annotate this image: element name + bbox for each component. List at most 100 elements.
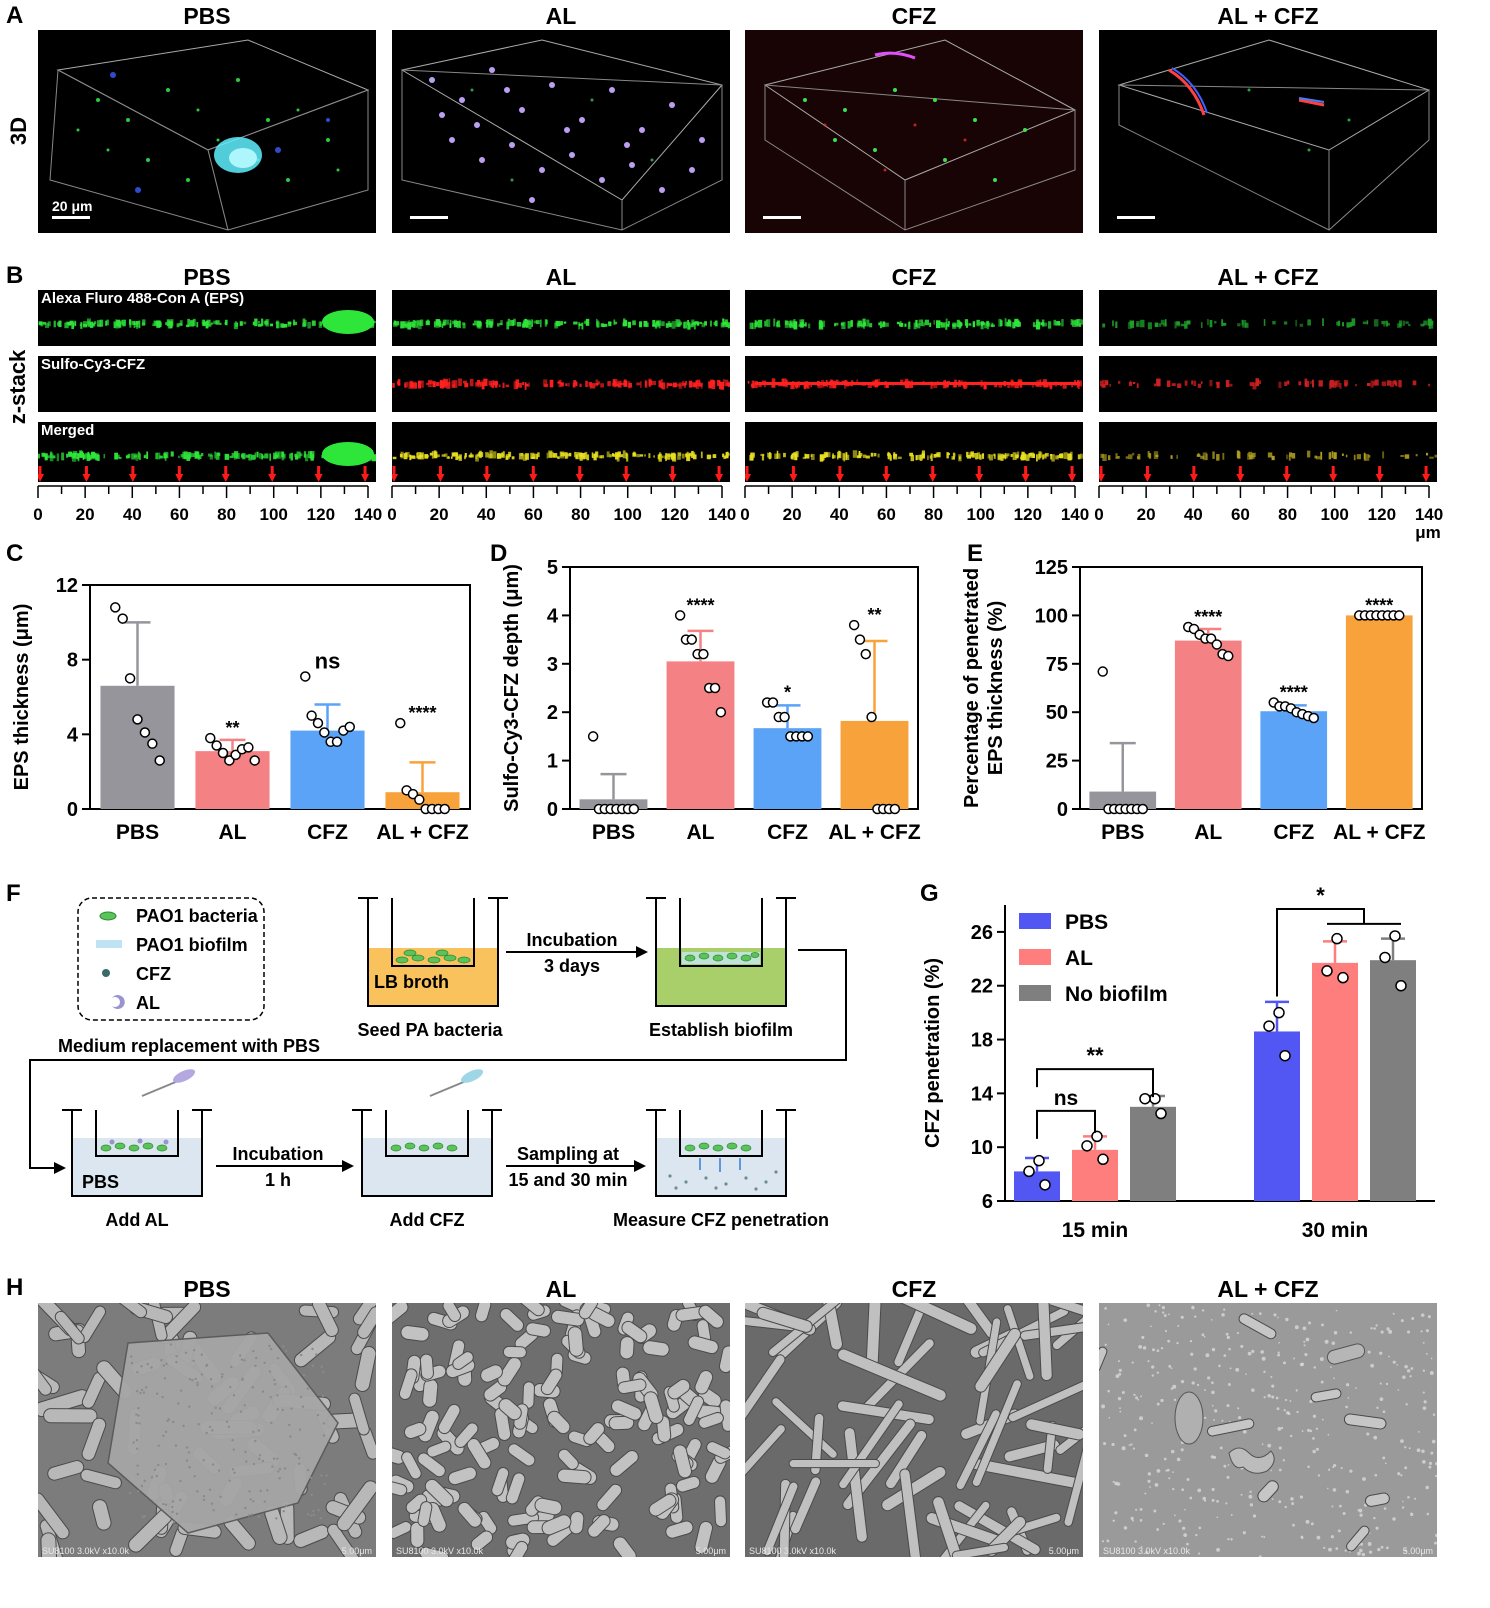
- bar: [579, 799, 648, 809]
- x-tick-label: PBS: [116, 821, 159, 844]
- sem-caption: SU8100 3.0kV x10.0k: [396, 1546, 484, 1556]
- significance-label: *: [784, 683, 791, 703]
- data-point: [1308, 712, 1320, 724]
- data-point: [686, 634, 698, 645]
- data-point: [767, 697, 779, 708]
- data-point: [331, 736, 343, 748]
- data-point: [1394, 610, 1405, 621]
- well-seed: LB broth: [358, 897, 508, 1007]
- data-point: [1331, 932, 1343, 945]
- ruler-tick-label: 80: [571, 505, 590, 524]
- y-axis-label: EPS thickness (μm): [11, 604, 33, 791]
- bar: [753, 728, 822, 809]
- ruler-tick-label: 100: [1321, 505, 1349, 524]
- chart-e: 0 25 50 75 100 125 PBS **** AL **** CFZ **** AL + CF…: [961, 560, 1426, 844]
- panel-h-title-pbs: PBS: [183, 1276, 231, 1302]
- ruler-tick-label: 140: [354, 505, 382, 524]
- data-point: [439, 803, 450, 815]
- data-point: [395, 717, 406, 729]
- y-tick-label: 14: [971, 1083, 994, 1105]
- zstack-cfz-pbs: Sulfo-Cy3-CFZ: [38, 356, 376, 412]
- ruler-tick-label: 20: [430, 505, 449, 524]
- data-point: [407, 788, 419, 800]
- legend-label: AL: [1065, 947, 1093, 970]
- data-point: [1263, 1020, 1275, 1032]
- legend-swatch: [1019, 985, 1051, 1001]
- y-axis-label: CFZ penetration (%): [922, 958, 944, 1148]
- data-point: [1321, 965, 1333, 977]
- data-point: [1379, 951, 1391, 964]
- panel-f-schematic: PAO1 bacteria PAO1 biofilm CFZ AL LB bro…: [29, 897, 847, 1230]
- data-point: [154, 755, 165, 766]
- y-tick-label: 4: [547, 605, 559, 627]
- ruler-tick-label: 120: [1014, 505, 1042, 524]
- panel-a-title-al: AL: [545, 3, 577, 29]
- data-point: [319, 727, 330, 738]
- bar: [1072, 1149, 1118, 1201]
- bar: [666, 661, 735, 809]
- y-tick-label: 0: [67, 799, 78, 821]
- bar: [1130, 1106, 1176, 1201]
- channel-label-cfz: Sulfo-Cy3-CFZ: [41, 356, 146, 373]
- bar: [1014, 1171, 1060, 1201]
- data-point: [889, 803, 901, 815]
- data-point: [1139, 1092, 1151, 1105]
- sem-image-pbs: SU8100 3.0kV x10.0k 5.00μm: [38, 1303, 376, 1557]
- y-tick-label: 6: [982, 1191, 993, 1213]
- bar: [100, 685, 175, 809]
- legend-biofilm: PAO1 biofilm: [136, 935, 248, 955]
- data-point: [110, 602, 121, 613]
- significance-label: ****: [1194, 607, 1222, 627]
- ruler-tick-label: 60: [524, 505, 543, 524]
- zstack-eps-pbs: Alexa Fluro 488-Con A (EPS): [38, 290, 376, 346]
- data-point: [205, 732, 216, 744]
- step-add-al: Add AL: [105, 1210, 168, 1230]
- data-point: [1091, 1130, 1103, 1143]
- panel-b-title-cfz: CFZ: [891, 264, 937, 290]
- sem-scale-label: 5.00μm: [341, 1546, 372, 1556]
- data-point: [217, 747, 229, 759]
- data-point: [306, 710, 317, 721]
- zstack-eps-al: [392, 290, 730, 346]
- data-point: [1211, 639, 1223, 650]
- data-point: [1389, 930, 1401, 942]
- x-tick-label: CFZ: [307, 821, 348, 844]
- zstack-merged-al: [392, 422, 730, 482]
- ruler-tick-label: 0: [33, 505, 42, 524]
- y-tick-label: 26: [971, 922, 993, 944]
- y-tick-label: 0: [1057, 799, 1068, 821]
- x-tick-label: CFZ: [767, 821, 808, 844]
- x-tick-label: AL + CFZ: [1333, 821, 1426, 844]
- data-point: [1081, 1140, 1093, 1152]
- significance-label: ****: [408, 703, 436, 723]
- zstack-merged-cfz: [745, 422, 1083, 482]
- data-point: [1023, 1165, 1035, 1178]
- data-point: [779, 711, 790, 723]
- data-point: [628, 803, 640, 815]
- panel-letter-e: E: [967, 540, 984, 567]
- sem-caption: SU8100 3.0kV x10.0k: [1103, 1546, 1191, 1556]
- panel-a-title-cfz: CFZ: [891, 3, 937, 29]
- zstack-merged-pbs: Merged: [38, 422, 376, 482]
- comparison-label: **: [1086, 1043, 1104, 1068]
- scale-bar: [410, 216, 448, 219]
- well-add-cfz: [352, 1069, 502, 1197]
- micrograph-3d-al: [392, 30, 730, 233]
- ruler-tick-label: 60: [170, 505, 189, 524]
- zstack-cfz-cfz: [745, 356, 1083, 412]
- step-incubation-1-top: Incubation: [233, 1144, 324, 1164]
- panel-letter-a: A: [6, 2, 24, 29]
- data-point: [1273, 1006, 1285, 1019]
- y-tick-label: 12: [56, 575, 78, 597]
- x-tick-label: AL: [1194, 821, 1222, 844]
- panel-letter-b: B: [6, 262, 24, 289]
- ruler-tick-label: 80: [217, 505, 236, 524]
- legend-label: No biofilm: [1065, 983, 1168, 1006]
- data-point: [124, 673, 136, 684]
- ruler-tick-label: 20: [76, 505, 95, 524]
- panel-b-title-alcfz: AL + CFZ: [1217, 264, 1319, 290]
- panel-letter-f: F: [6, 880, 21, 907]
- ruler-tick-label: 40: [123, 505, 142, 524]
- comparison-label: *: [1316, 883, 1325, 908]
- zstack-cfz-al: [392, 356, 730, 412]
